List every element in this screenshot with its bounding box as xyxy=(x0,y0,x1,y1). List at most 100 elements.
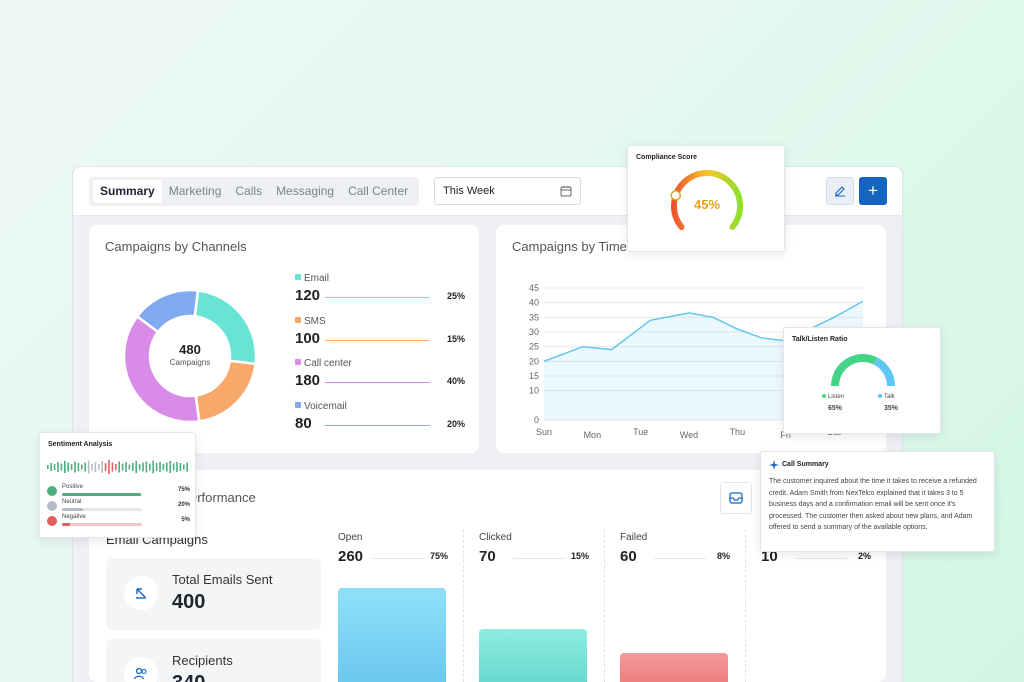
legend-sms-value: 100 xyxy=(295,330,321,347)
edit-icon xyxy=(835,186,845,197)
compliance-value: 45% xyxy=(693,197,721,212)
listen-legend: Listen xyxy=(822,394,844,400)
wave-bar xyxy=(77,463,80,471)
wave-bar xyxy=(87,460,90,474)
tab-calls[interactable]: Calls xyxy=(235,184,263,198)
donut-slice-sms xyxy=(194,359,257,423)
call-summary-text: The customer inquired about the time it … xyxy=(769,478,977,531)
wave-bar xyxy=(60,463,63,471)
wave-bar xyxy=(50,463,52,471)
arrow-icon xyxy=(124,576,158,610)
metric-failed: Failed 60 8% xyxy=(620,530,730,682)
wave-bar xyxy=(138,464,141,470)
wave-bar xyxy=(152,460,154,474)
calendar-icon xyxy=(560,186,572,197)
total-emails-card: Total Emails Sent 400 xyxy=(106,558,321,630)
y-tick-label: 10 xyxy=(529,386,539,396)
compliance-popup: Compliance Score 45% xyxy=(627,145,785,252)
performance-title: erformance xyxy=(190,490,256,505)
y-tick-label: 0 xyxy=(534,415,539,425)
talk-listen-title: Talk/Listen Ratio xyxy=(792,336,848,343)
wave-bar xyxy=(186,462,188,472)
wave-bar xyxy=(101,461,103,473)
wave-bar xyxy=(57,462,59,472)
legend-call-center-name: Call center xyxy=(304,358,352,369)
tab-messaging[interactable]: Messaging xyxy=(276,184,335,198)
donut-slice-call-center xyxy=(122,314,201,424)
donut-slice-voicemail xyxy=(135,288,200,334)
metric-fourth: 10 2% xyxy=(761,530,871,682)
metric-clicked: Clicked 70 15% xyxy=(479,530,589,682)
channels-donut xyxy=(122,288,258,424)
talk-dot xyxy=(878,394,882,398)
legend-call-center-pct: 40% xyxy=(446,376,465,386)
listen-dot xyxy=(822,394,826,398)
wave-bar xyxy=(135,461,137,473)
x-tick-label: Tue xyxy=(633,427,648,437)
wave-bar xyxy=(145,461,148,473)
legend-call-center: Call center 180 40% xyxy=(295,358,465,394)
y-tick-label: 30 xyxy=(529,327,539,337)
y-tick-label: 15 xyxy=(529,371,539,381)
sentiment-label: Neutral xyxy=(62,499,82,505)
x-tick-label: Mon xyxy=(584,430,602,440)
legend-email-value: 120 xyxy=(295,287,321,304)
total-emails-value: 400 xyxy=(172,591,206,613)
wave-bar xyxy=(172,463,175,471)
wave-bar xyxy=(53,464,56,470)
wave-bar xyxy=(67,462,69,472)
sentiment-track xyxy=(62,523,142,526)
metric-open-value: 260 xyxy=(338,548,364,565)
legend-call-center-line xyxy=(325,382,430,383)
add-button[interactable]: + xyxy=(859,177,887,205)
legend-email-line xyxy=(325,297,430,298)
listen-value: 65% xyxy=(828,405,843,412)
wave-bar xyxy=(111,462,114,472)
talk-legend: Talk xyxy=(878,394,895,400)
wave-bar xyxy=(84,462,86,472)
wave-bar xyxy=(121,463,124,471)
sentiment-row-neutral: Neutral 20% xyxy=(47,499,190,514)
metric-clicked-bar xyxy=(479,629,587,682)
edit-button[interactable] xyxy=(826,177,854,205)
wave-bar xyxy=(159,462,161,472)
tab-call-center[interactable]: Call Center xyxy=(348,184,409,198)
legend-voicemail-pct: 20% xyxy=(446,419,465,429)
compliance-marker xyxy=(670,190,681,201)
x-tick-label: Sun xyxy=(536,427,552,437)
tab-marketing[interactable]: Marketing xyxy=(168,184,222,198)
y-tick-label: 20 xyxy=(529,356,539,366)
sentiment-pct: 5% xyxy=(181,517,190,523)
date-filter[interactable]: This Week xyxy=(434,177,581,205)
legend-sms-name: SMS xyxy=(304,316,326,327)
channels-title: Campaigns by Channels xyxy=(105,239,247,254)
wave-bar xyxy=(155,463,158,471)
sentiment-pct: 75% xyxy=(177,487,190,493)
y-tick-label: 35 xyxy=(529,312,539,322)
date-filter-value: This Week xyxy=(443,185,495,197)
inbox-button[interactable] xyxy=(720,482,752,514)
sms-swatch xyxy=(295,317,301,323)
wave-bar xyxy=(169,461,171,473)
recipients-value: 340 xyxy=(172,672,205,682)
call-summary-title: Call Summary xyxy=(782,461,829,468)
wave-bar xyxy=(125,462,127,472)
donut-label: Campaigns xyxy=(169,358,211,367)
metric-open-label: Open xyxy=(338,532,363,543)
sentiment-label: Negative xyxy=(62,514,86,520)
email-swatch xyxy=(295,274,301,280)
sentiment-track xyxy=(62,508,142,511)
sentiment-row-positive: Positive 75% xyxy=(47,484,190,499)
wave-bar xyxy=(179,463,182,471)
voicemail-swatch xyxy=(295,402,301,408)
metric-fourth-value: 10 xyxy=(761,548,778,565)
sentiment-fill xyxy=(62,508,83,511)
metric-clicked-label: Clicked xyxy=(479,532,512,543)
x-tick-label: Wed xyxy=(680,430,698,440)
talk-value: 35% xyxy=(884,405,899,412)
neutral-face-icon xyxy=(47,501,57,511)
legend-call-center-value: 180 xyxy=(295,372,321,389)
metric-failed-pct: 8% xyxy=(716,551,730,561)
tab-summary[interactable]: Summary xyxy=(93,180,162,203)
wave-bar xyxy=(108,460,110,474)
